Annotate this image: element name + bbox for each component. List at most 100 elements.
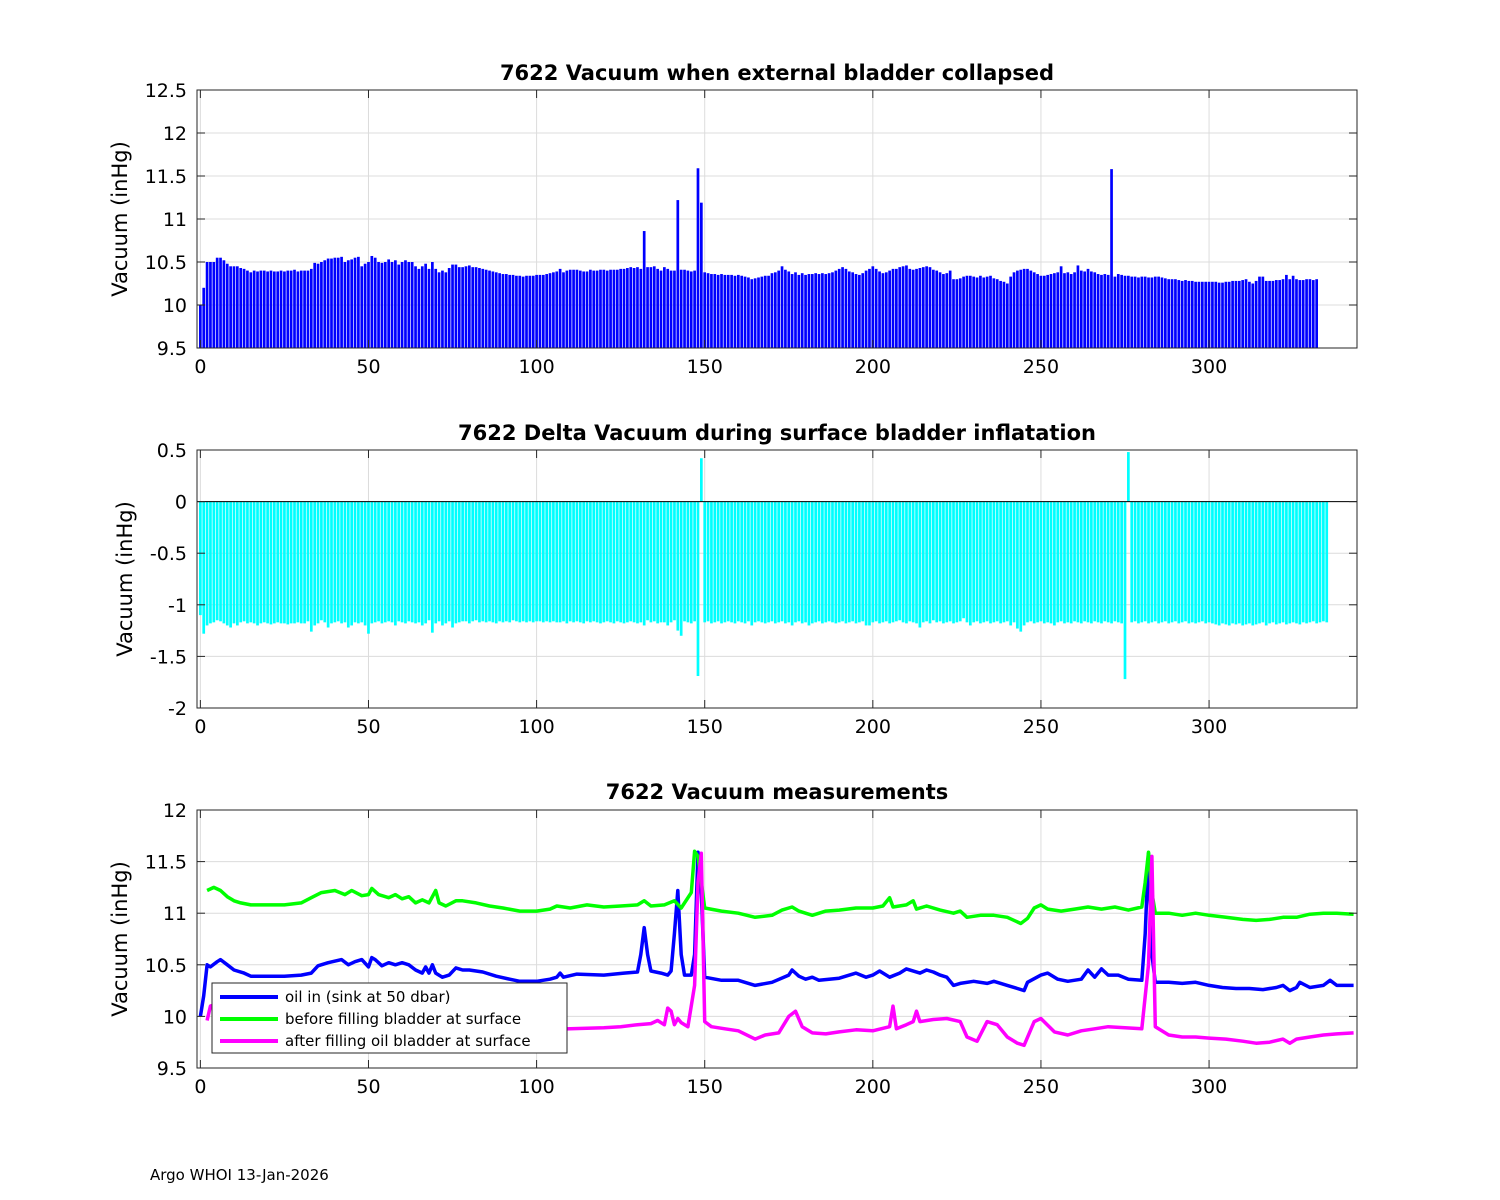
bar <box>541 501 545 623</box>
bar <box>1143 276 1147 348</box>
bar <box>552 501 555 622</box>
panel-1-ylabel: Vacuum (inHg) <box>108 141 132 297</box>
bar <box>884 501 888 622</box>
bar <box>377 262 380 348</box>
panel-2-ticks: 0 50 100 150 200 250 300 -2 -1.5 -1 -0.5 0 0.5 <box>150 440 1357 738</box>
bar <box>945 501 949 623</box>
bar <box>1116 274 1120 348</box>
bar <box>589 501 592 623</box>
bar <box>504 501 508 622</box>
y-tick-label: 9.5 <box>157 1058 187 1080</box>
bar <box>555 271 559 348</box>
bar <box>871 266 875 348</box>
bar <box>841 267 844 348</box>
bar <box>266 501 269 624</box>
x-tick-label: 50 <box>356 356 380 378</box>
bar <box>259 501 263 624</box>
bar <box>1251 283 1255 348</box>
bar <box>1194 281 1197 348</box>
bar <box>1086 501 1090 623</box>
bar <box>1143 501 1147 622</box>
bar <box>236 266 239 348</box>
bar <box>1194 501 1197 624</box>
bar <box>336 257 340 348</box>
bar <box>989 275 992 348</box>
bar <box>1204 501 1208 624</box>
bar <box>760 501 764 623</box>
bar <box>1083 501 1086 622</box>
bar <box>1241 280 1245 348</box>
bar <box>773 272 777 348</box>
bar <box>565 270 569 348</box>
bar <box>979 275 982 348</box>
bar <box>1305 501 1308 624</box>
panel-2-delta-vacuum: 7622 Delta Vacuum during surface bladder… <box>113 421 1358 738</box>
bar <box>669 501 673 623</box>
bar <box>222 260 226 348</box>
bar <box>1113 501 1117 622</box>
bar <box>743 501 747 624</box>
bar <box>753 501 757 623</box>
bar <box>330 501 333 624</box>
bar <box>296 271 300 348</box>
bar <box>558 268 562 348</box>
legend-label-after-filling: after filling oil bladder at surface <box>285 1032 531 1050</box>
bar <box>199 501 202 616</box>
bar <box>1032 501 1036 624</box>
bar <box>407 262 411 348</box>
bar <box>1157 276 1160 348</box>
bar <box>881 273 885 348</box>
bar <box>928 267 932 348</box>
bar <box>901 266 905 348</box>
bar <box>747 277 750 348</box>
bar <box>219 257 222 348</box>
bar <box>390 501 394 623</box>
bar <box>326 258 330 348</box>
bar <box>306 501 310 622</box>
y-tick-label: 0 <box>175 492 187 514</box>
bar <box>373 501 377 623</box>
bar <box>323 501 327 623</box>
bar <box>985 501 989 622</box>
bar <box>252 270 256 348</box>
bar <box>407 501 411 622</box>
bar <box>360 266 364 348</box>
bar <box>1234 280 1238 348</box>
bar <box>313 262 317 348</box>
bar <box>350 259 354 348</box>
bar <box>1123 275 1127 348</box>
bar <box>979 501 982 624</box>
panel-1-ticks: 0 50 100 150 200 250 300 9.5 10 10.5 11 11.5 12 12.5 <box>145 80 1357 378</box>
bar <box>1254 280 1258 348</box>
bar <box>1133 276 1137 348</box>
bar <box>942 274 945 348</box>
bar <box>249 272 253 348</box>
bar <box>666 501 670 626</box>
bar <box>827 501 831 622</box>
bar <box>942 501 945 624</box>
bar <box>1063 273 1066 348</box>
bar <box>905 501 908 624</box>
bar <box>1281 279 1285 348</box>
bar <box>1056 501 1060 623</box>
bar <box>1019 269 1023 348</box>
bar <box>730 501 733 623</box>
bar <box>1073 501 1076 622</box>
bar <box>340 256 343 348</box>
bar <box>740 501 744 623</box>
x-tick-label: 100 <box>518 1076 554 1098</box>
bar <box>1261 501 1265 623</box>
y-tick-label: 10.5 <box>145 252 187 274</box>
bar <box>256 271 259 348</box>
bar <box>1042 501 1046 624</box>
bar <box>572 269 575 348</box>
bar <box>619 268 622 348</box>
bar <box>373 257 377 348</box>
bar <box>955 501 959 623</box>
bar <box>689 501 693 624</box>
bar <box>518 275 522 348</box>
bar <box>454 264 458 348</box>
bar <box>1140 501 1144 623</box>
bar <box>1234 501 1238 625</box>
bar <box>242 501 246 622</box>
